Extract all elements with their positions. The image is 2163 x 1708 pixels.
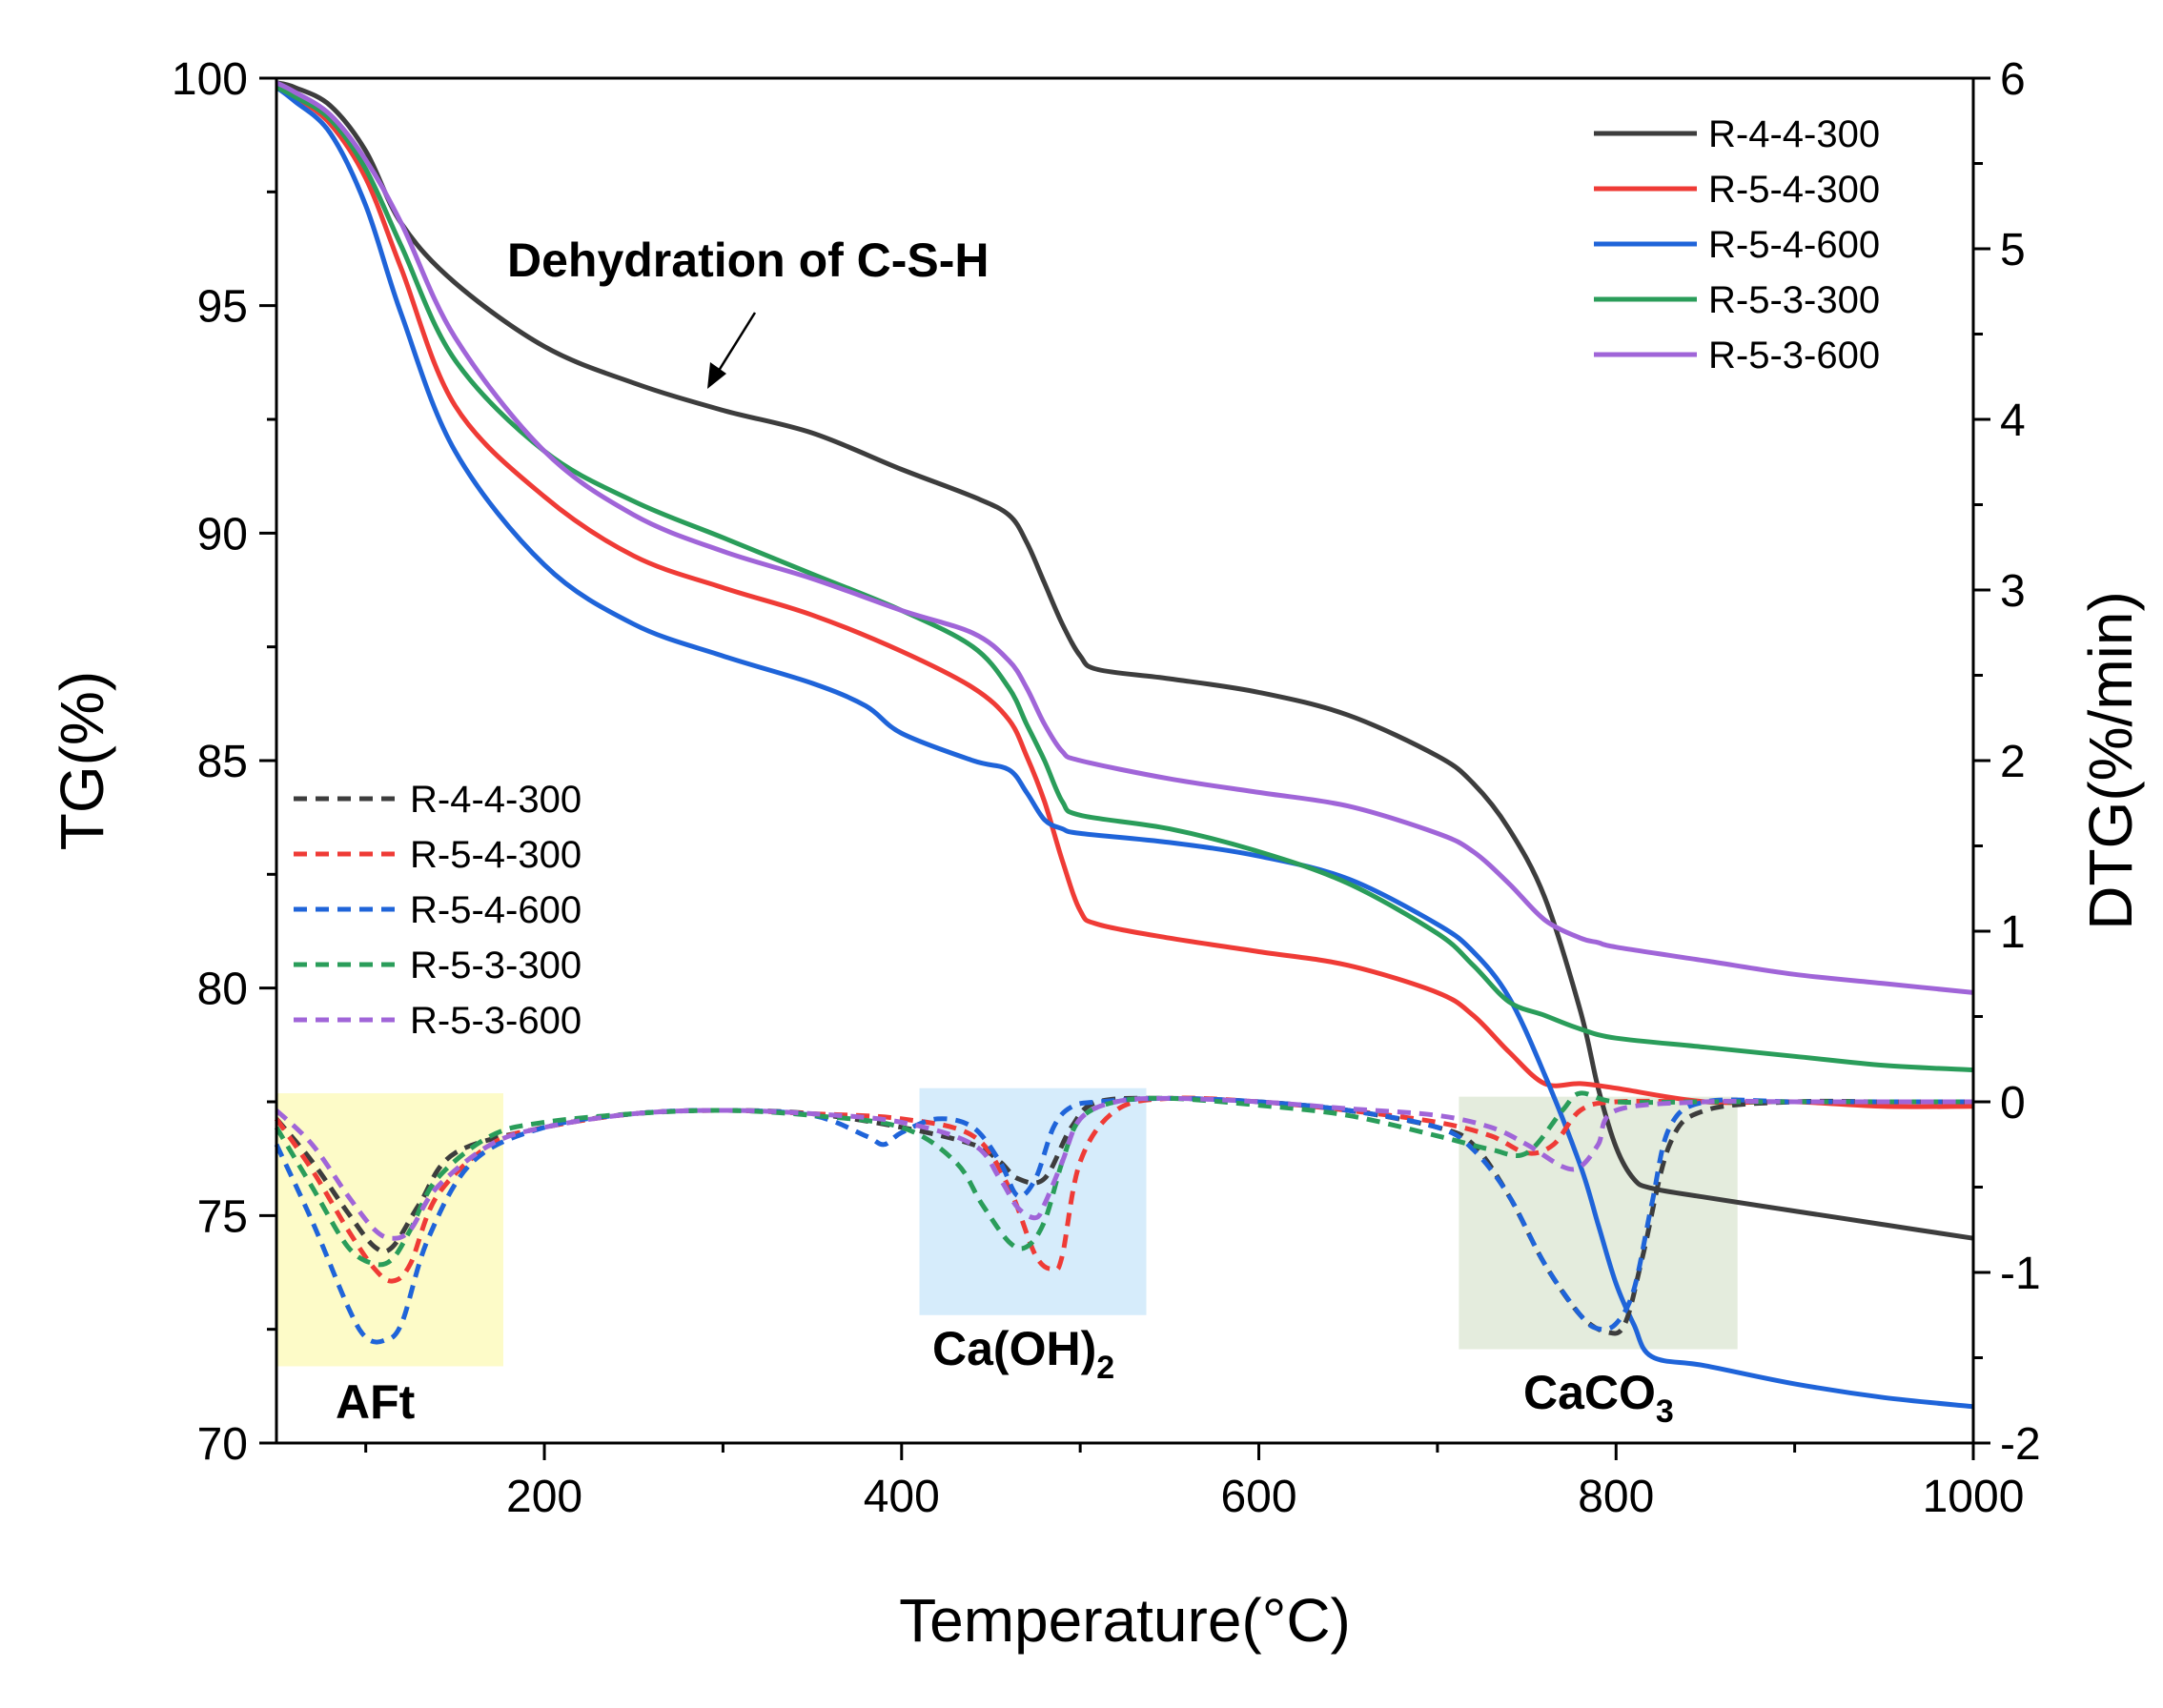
- annotation-aft: AFt: [336, 1375, 416, 1429]
- y-left-tick-label-70: 70: [197, 1419, 248, 1470]
- x-tick-label-800: 800: [1578, 1472, 1654, 1522]
- annotation-caco3: CaCO3: [1523, 1366, 1674, 1430]
- x-tick-label-200: 200: [506, 1472, 582, 1522]
- annotations: Dehydration of C-S-H AFt Ca(OH)2 CaCO3: [336, 234, 1674, 1430]
- tg-line-r-5-3-300: [275, 85, 1974, 1073]
- annotation-csh: Dehydration of C-S-H: [507, 234, 990, 287]
- annotation-caco3-sub: 3: [1656, 1393, 1674, 1430]
- dtg-line-r-5-3-600: [275, 1095, 1973, 1241]
- dtg-lines: [274, 1090, 1973, 1345]
- tick-labels: 200 400 600 800 1000 70 75 80 85 90 95 100 -2 -1 0 1 2 3 4…: [172, 54, 2041, 1522]
- y-right-tick-label-0: 0: [2000, 1078, 2026, 1128]
- y-right-tick-label-2: 2: [2000, 737, 2026, 787]
- axis-ticks: [259, 76, 1990, 1460]
- legend-dtg-label-r-5-3-300: R-5-3-300: [410, 945, 582, 986]
- legend-dtg: R-4-4-300 R-5-4-300 R-5-4-600 R-5-3-300 R-5-…: [294, 779, 582, 1042]
- legend-dtg-label-r-5-4-600: R-5-4-600: [410, 889, 582, 931]
- y-left-tick-label-85: 85: [197, 737, 248, 787]
- y-right-tick-label-1: 1: [2000, 907, 2026, 958]
- legend-dtg-label-r-5-4-300: R-5-4-300: [410, 834, 582, 876]
- tg-line-r-5-4-600: [275, 85, 1974, 1410]
- tg-line-r-5-4-300: [275, 85, 1974, 1109]
- legend-tg-label-r-5-3-300: R-5-3-300: [1708, 279, 1880, 321]
- region-0: [276, 1093, 503, 1367]
- region-1: [919, 1088, 1147, 1315]
- y-right-tick-label--1: -1: [2000, 1249, 2041, 1299]
- y-right-tick-label-3: 3: [2000, 566, 2026, 617]
- legend-dtg-label-r-4-4-300: R-4-4-300: [410, 779, 582, 821]
- x-tick-label-400: 400: [864, 1472, 940, 1522]
- y-left-tick-label-95: 95: [197, 282, 248, 333]
- dtg-line-r-5-4-600: [274, 1095, 1973, 1345]
- y-left-tick-label-90: 90: [197, 509, 248, 559]
- legend-tg-label-r-4-4-300: R-4-4-300: [1708, 113, 1880, 155]
- legend-dtg-label-r-5-3-600: R-5-3-600: [410, 1000, 582, 1042]
- y-right-tick-label--2: -2: [2000, 1419, 2041, 1470]
- annotation-caco3-main: CaCO: [1523, 1366, 1656, 1419]
- x-tick-label-600: 600: [1220, 1472, 1296, 1522]
- tg-lines: [275, 80, 1974, 1410]
- y-right-axis-title: DTG(%/min): [2076, 591, 2145, 930]
- legend-tg-label-r-5-4-300: R-5-4-300: [1708, 169, 1880, 211]
- legend-tg-label-r-5-4-600: R-5-4-600: [1708, 224, 1880, 266]
- tg-line-r-4-4-300: [275, 80, 1974, 1241]
- y-right-tick-label-4: 4: [2000, 396, 2026, 446]
- annotation-caoh2-main: Ca(OH): [932, 1322, 1096, 1375]
- highlight-regions: [276, 1088, 1738, 1367]
- y-right-tick-label-6: 6: [2000, 54, 2026, 105]
- y-left-tick-label-75: 75: [197, 1191, 248, 1242]
- y-left-axis-title: TG(%): [48, 671, 116, 850]
- annotation-caoh2: Ca(OH)2: [932, 1322, 1114, 1386]
- annotation-arrow-head: [707, 362, 726, 389]
- legend-tg: R-4-4-300 R-5-4-300 R-5-4-600 R-5-3-300 R-5-…: [1594, 113, 1880, 376]
- y-left-tick-label-100: 100: [172, 54, 248, 105]
- x-tick-label-1000: 1000: [1923, 1472, 2025, 1522]
- y-left-tick-label-80: 80: [197, 965, 248, 1015]
- annotation-arrow-line: [715, 312, 757, 375]
- annotation-caoh2-sub: 2: [1096, 1350, 1114, 1386]
- plot-frame: [275, 76, 1975, 1445]
- y-right-tick-label-5: 5: [2000, 225, 2026, 275]
- dtg-line-r-4-4-300: [275, 1095, 1973, 1336]
- dtg-line-r-5-3-300: [274, 1090, 1973, 1268]
- x-axis-title: Temperature(°C): [899, 1586, 1351, 1655]
- tg-line-r-5-3-600: [275, 80, 1974, 995]
- legend-tg-label-r-5-3-600: R-5-3-600: [1708, 335, 1880, 376]
- dtg-line-r-5-4-300: [274, 1095, 1973, 1284]
